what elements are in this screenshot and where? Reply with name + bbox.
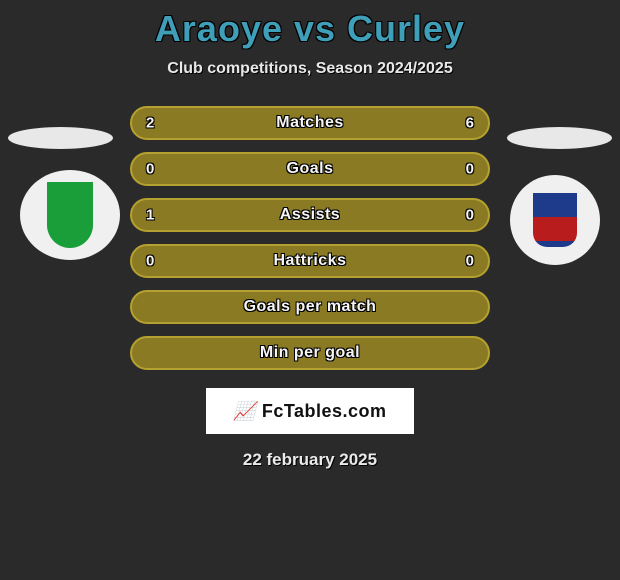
stat-row-assists: 1 Assists 0 <box>130 198 490 232</box>
right-ellipse-accent <box>507 127 612 149</box>
stat-label: Goals per match <box>244 298 377 316</box>
stat-left-value: 0 <box>146 161 154 178</box>
stat-label: Min per goal <box>260 344 360 362</box>
stat-right-value: 0 <box>466 207 474 224</box>
right-team-crest <box>510 175 600 265</box>
footer-date: 22 february 2025 <box>0 450 620 470</box>
stat-rows: 2 Matches 6 0 Goals 0 1 Assists 0 0 Hatt… <box>130 106 490 370</box>
stat-row-min-per-goal: Min per goal <box>130 336 490 370</box>
stat-right-value: 0 <box>466 253 474 270</box>
stat-left-value: 2 <box>146 115 154 132</box>
page-title: Araoye vs Curley <box>0 8 620 50</box>
stat-label: Hattricks <box>274 252 347 270</box>
stat-row-goals: 0 Goals 0 <box>130 152 490 186</box>
stat-label: Assists <box>280 206 340 224</box>
branding-text: FcTables.com <box>262 401 387 422</box>
root: Araoye vs Curley Club competitions, Seas… <box>0 0 620 580</box>
branding-banner: 📈 FcTables.com <box>206 388 414 434</box>
left-ellipse-accent <box>8 127 113 149</box>
chart-icon: 📈 <box>233 401 255 422</box>
stat-row-goals-per-match: Goals per match <box>130 290 490 324</box>
stat-left-value: 1 <box>146 207 154 224</box>
left-team-crest <box>20 170 120 260</box>
stat-row-matches: 2 Matches 6 <box>130 106 490 140</box>
stat-label: Goals <box>287 160 334 178</box>
stat-left-value: 0 <box>146 253 154 270</box>
stat-right-value: 0 <box>466 161 474 178</box>
page-subtitle: Club competitions, Season 2024/2025 <box>0 60 620 78</box>
stat-label: Matches <box>276 114 344 132</box>
stat-row-hattricks: 0 Hattricks 0 <box>130 244 490 278</box>
tamworth-shield-icon <box>533 193 577 247</box>
tamworth-crest-icon <box>510 175 600 265</box>
yeovil-crest-icon <box>20 170 120 260</box>
stat-right-value: 6 <box>466 115 474 132</box>
